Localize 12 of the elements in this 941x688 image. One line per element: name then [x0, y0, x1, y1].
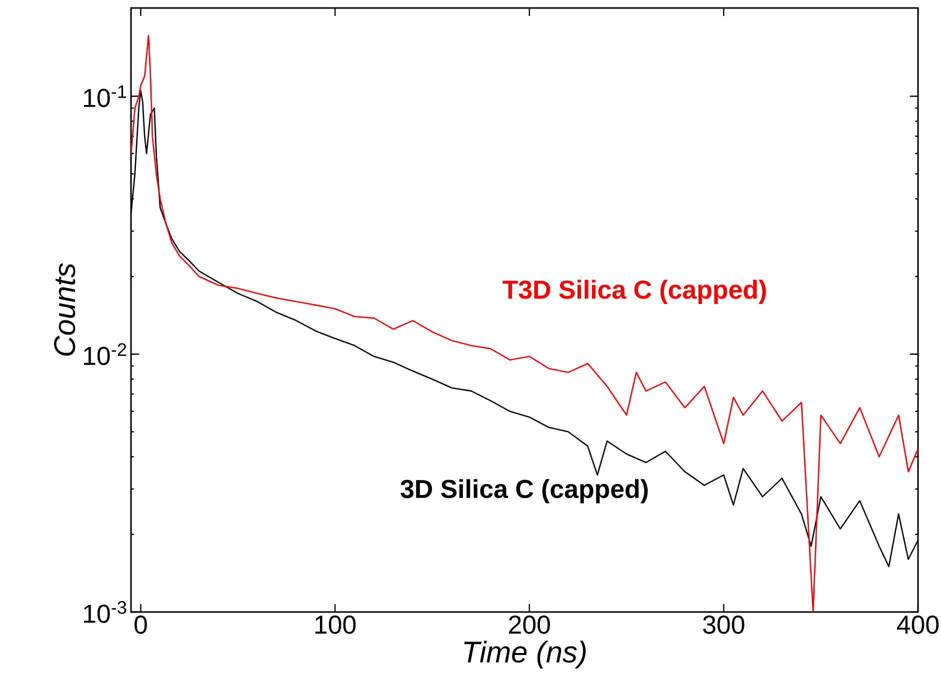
x-axis-title: Time (ns) [464, 640, 586, 669]
x-tick-label: 100 [315, 616, 356, 634]
series-label: 3D Silica C (capped) [400, 479, 648, 504]
x-tick-label: 200 [509, 616, 550, 634]
y-tick-label: 10$^{-3}$ [84, 601, 126, 623]
x-tick-label: 400 [897, 616, 939, 634]
y-tick-label: 10$^{-1}$ [84, 85, 126, 108]
y-tick-label: 10$^{-2}$ [84, 343, 126, 366]
x-tick-label: 300 [703, 616, 744, 634]
series-label: T3D Silica C (capped) [502, 280, 766, 304]
x-tick-label: 0 [134, 616, 147, 634]
y-axis-title: Counts [54, 263, 76, 356]
